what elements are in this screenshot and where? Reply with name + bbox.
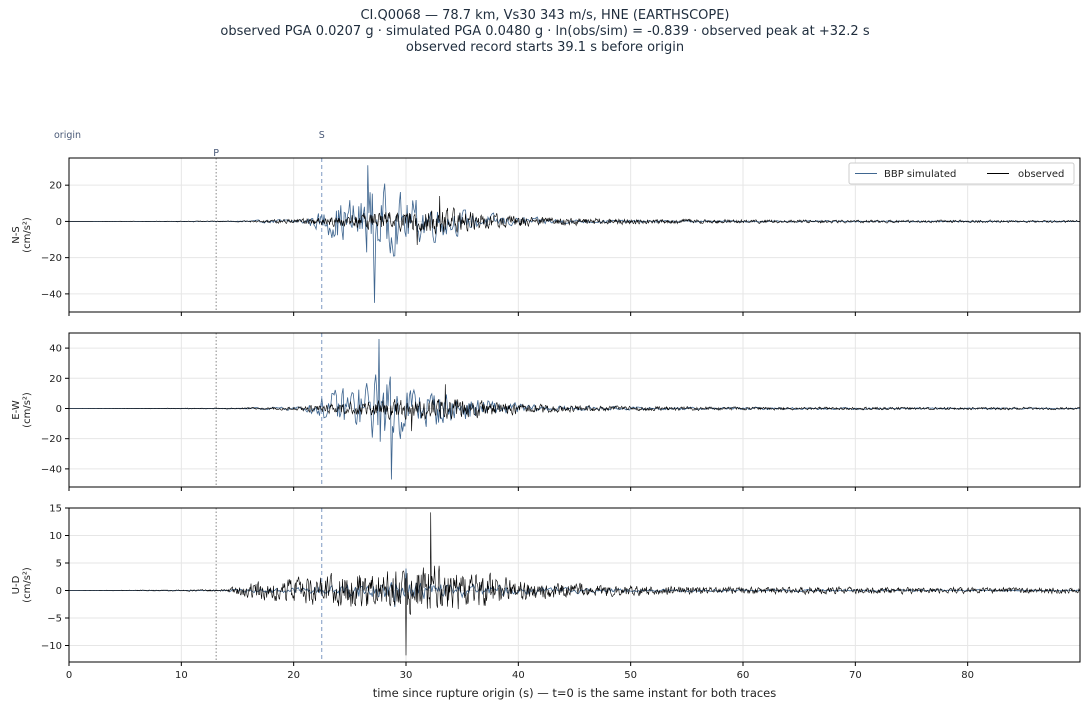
panel-ud: −10 −5 0 5 10 15 0 10 20 30 40 50 60 70 80 U-D(cm/s²) <box>11 504 1081 681</box>
simulated-trace <box>69 165 1080 303</box>
observed-trace <box>69 384 1080 432</box>
observed-trace <box>69 512 1080 656</box>
y-tick-label: 40 <box>49 344 62 355</box>
legend: BBP simulated observed <box>848 162 1075 185</box>
axes-frame <box>68 332 1081 488</box>
figure-title-line-3: observed record starts 39.1 s before ori… <box>405 40 685 55</box>
y-axis-label-line: (cm/s²) <box>22 567 33 603</box>
x-tick-label: 70 <box>849 670 862 681</box>
y-tick-label: 0 <box>56 586 62 597</box>
y-axis-label: U-D(cm/s²) <box>11 567 33 603</box>
x-tick-label: 60 <box>737 670 750 681</box>
y-axis-label: E-W(cm/s²) <box>11 392 33 428</box>
panel-ew: −40 −20 0 20 40 E-W(cm/s²) <box>11 332 1081 491</box>
y-axis-label-line: E-W <box>11 400 22 420</box>
x-tick-label: 30 <box>400 670 413 681</box>
y-tick-label: 0 <box>56 404 62 415</box>
y-tick-label: 20 <box>49 374 62 385</box>
p-marker-label: P <box>213 148 219 159</box>
y-tick-label: −40 <box>41 289 62 300</box>
y-axis-label-line: (cm/s²) <box>22 217 33 253</box>
x-tick-label: 40 <box>512 670 525 681</box>
observed-trace <box>69 195 1080 246</box>
x-tick-label: 80 <box>961 670 974 681</box>
panel-ns: −40 −20 0 20 N-S(cm/s²) <box>11 157 1081 316</box>
y-tick-label: −5 <box>47 614 62 625</box>
y-tick-label: −20 <box>41 434 62 445</box>
traces <box>69 165 1080 303</box>
y-tick-label: −10 <box>41 641 62 652</box>
grid <box>68 333 1080 487</box>
grid <box>68 507 1080 662</box>
x-tick-label: 20 <box>287 670 300 681</box>
axes-frame <box>68 157 1081 313</box>
origin-marker-label: origin <box>54 130 81 141</box>
traces <box>69 512 1080 656</box>
y-axis-label-line: (cm/s²) <box>22 392 33 428</box>
figure-title-line-2: observed PGA 0.0207 g · simulated PGA 0.… <box>220 24 870 39</box>
axes-frame <box>68 507 1081 663</box>
x-tick-label: 0 <box>66 670 72 681</box>
legend-simulated-label: BBP simulated <box>884 169 956 180</box>
y-tick-label: −20 <box>41 253 62 264</box>
legend-observed-label: observed <box>1018 169 1064 180</box>
figure-title-line-1: CI.Q0068 — 78.7 km, Vs30 343 m/s, HNE (E… <box>360 8 730 23</box>
legend-box <box>848 162 1075 185</box>
x-tick-label: 50 <box>624 670 637 681</box>
y-axis-label-line: N-S <box>11 226 22 243</box>
y-axis-label: N-S(cm/s²) <box>11 217 33 253</box>
y-tick-label: −40 <box>41 464 62 475</box>
y-tick-label: 10 <box>49 531 62 542</box>
x-axis-label: time since rupture origin (s) — t=0 is t… <box>373 686 777 700</box>
s-marker-label: S <box>319 130 325 141</box>
x-tick-label: 10 <box>175 670 188 681</box>
y-tick-label: 20 <box>49 181 62 192</box>
y-tick-label: 0 <box>56 217 62 228</box>
y-tick-label: 5 <box>56 559 62 570</box>
y-tick-label: 15 <box>49 504 62 515</box>
traces <box>69 338 1080 480</box>
y-axis-label-line: U-D <box>11 575 22 594</box>
